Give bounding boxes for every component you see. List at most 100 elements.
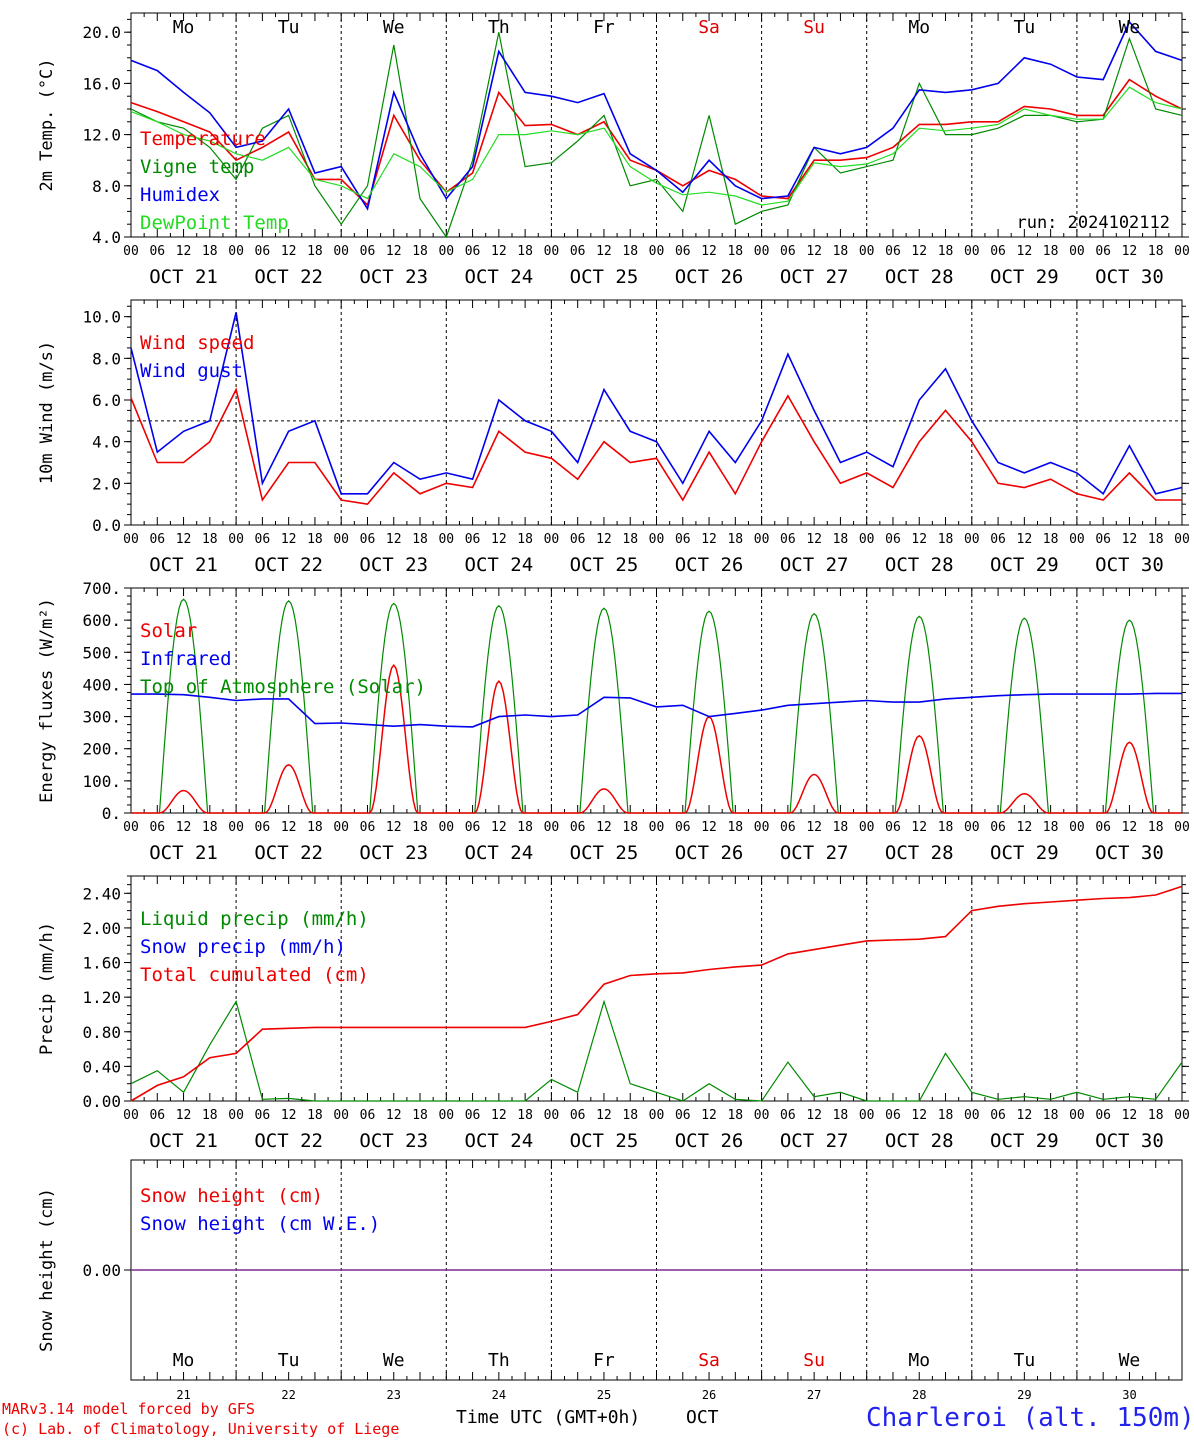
hour-tick-label: 18 <box>938 820 954 835</box>
hour-tick-label: 00 <box>544 244 560 259</box>
y-tick-label: 8.0 <box>92 177 121 196</box>
hour-tick-label: 18 <box>1148 1108 1164 1123</box>
hour-tick-label: 06 <box>885 1108 901 1123</box>
date-label: OCT 24 <box>465 1130 534 1152</box>
hour-tick-label: 00 <box>754 820 770 835</box>
hour-tick-label: 06 <box>675 532 691 547</box>
series-line-2 <box>130 32 1183 239</box>
hour-tick-label: 12 <box>806 244 822 259</box>
legend-entry: Total cumulated (cm) <box>140 964 369 986</box>
y-tick-label: 700. <box>82 579 121 598</box>
y-tick-label: 2.0 <box>92 474 121 493</box>
hour-tick-label: 00 <box>544 532 560 547</box>
hour-tick-label: 00 <box>754 532 770 547</box>
y-axis-label: Snow height (cm) <box>37 1188 57 1352</box>
hour-tick-label: 18 <box>1148 532 1164 547</box>
date-label: OCT 27 <box>780 842 849 864</box>
day-name: Su <box>803 17 825 38</box>
hour-tick-label: 00 <box>1069 244 1085 259</box>
date-label: OCT 28 <box>885 554 954 576</box>
hour-tick-label: 00 <box>859 820 875 835</box>
date-label: OCT 22 <box>254 842 323 864</box>
hour-tick-label: 18 <box>622 532 638 547</box>
date-label: OCT 23 <box>359 554 428 576</box>
hour-tick-label: 00 <box>228 820 244 835</box>
hour-tick-label: 06 <box>990 820 1006 835</box>
date-label: OCT 22 <box>254 554 323 576</box>
hour-tick-label: 06 <box>255 244 271 259</box>
day-name: Th <box>488 17 510 38</box>
hour-tick-label: 06 <box>885 532 901 547</box>
hour-tick-label: 06 <box>990 1108 1006 1123</box>
date-label: OCT 23 <box>359 266 428 288</box>
hour-tick-label: 12 <box>701 1108 717 1123</box>
y-axis-label: Precip (mm/h) <box>37 922 57 1055</box>
hour-tick-label: 00 <box>123 244 139 259</box>
date-label: OCT 22 <box>254 1130 323 1152</box>
hour-tick-label: 12 <box>491 820 507 835</box>
hour-tick-label: 18 <box>412 820 428 835</box>
hour-tick-label: 12 <box>911 532 927 547</box>
hour-tick-label: 00 <box>859 532 875 547</box>
hour-tick-label: 18 <box>1148 244 1164 259</box>
hour-tick-label: 06 <box>255 1108 271 1123</box>
day-name: Mo <box>908 1350 930 1371</box>
hour-tick-label: 06 <box>780 244 796 259</box>
date-label: OCT 27 <box>780 554 849 576</box>
date-label: OCT 26 <box>675 1130 744 1152</box>
hour-tick-label: 00 <box>544 1108 560 1123</box>
hour-tick-label: 00 <box>1069 820 1085 835</box>
hour-tick-label: 18 <box>833 820 849 835</box>
day-name: Fr <box>593 1350 615 1371</box>
y-tick-label: 2.40 <box>82 884 121 903</box>
hour-tick-label: 06 <box>1095 244 1111 259</box>
y-axis-label: Energy fluxes (W/m²) <box>37 598 57 803</box>
y-tick-label: 6.0 <box>92 391 121 410</box>
hour-tick-label: 06 <box>149 1108 165 1123</box>
series-line-4 <box>130 86 1183 206</box>
hour-tick-label: 00 <box>649 244 665 259</box>
day-number: 24 <box>492 1388 506 1402</box>
hour-tick-label: 00 <box>1174 532 1190 547</box>
day-number: 28 <box>912 1388 926 1402</box>
hour-tick-label: 00 <box>1174 1108 1190 1123</box>
hour-tick-label: 00 <box>1069 1108 1085 1123</box>
hour-tick-label: 12 <box>596 244 612 259</box>
hour-tick-label: 12 <box>701 244 717 259</box>
hour-tick-label: 18 <box>938 532 954 547</box>
hour-tick-label: 12 <box>281 244 297 259</box>
hour-tick-label: 12 <box>1017 820 1033 835</box>
hour-tick-label: 12 <box>911 820 927 835</box>
run-annotation: run: 2024102112 <box>1016 213 1170 233</box>
hour-tick-label: 06 <box>990 532 1006 547</box>
hour-tick-label: 18 <box>412 532 428 547</box>
day-number: 26 <box>702 1388 716 1402</box>
hour-tick-label: 18 <box>202 532 218 547</box>
y-axis-label: 10m Wind (m/s) <box>37 341 57 484</box>
date-label: OCT 23 <box>359 842 428 864</box>
hour-tick-label: 00 <box>333 532 349 547</box>
panel-5: 0.00 Snow height (cm) Snow height (cm) Snow… <box>37 1159 1189 1402</box>
hour-tick-label: 00 <box>123 532 139 547</box>
hour-tick-label: 12 <box>1017 532 1033 547</box>
hour-tick-label: 18 <box>833 244 849 259</box>
day-number: 30 <box>1122 1388 1136 1402</box>
y-tick-label: 12.0 <box>82 126 121 145</box>
day-name: Mo <box>173 17 195 38</box>
hour-tick-label: 18 <box>622 820 638 835</box>
y-tick-label: 0.00 <box>82 1261 121 1280</box>
hour-tick-label: 06 <box>465 1108 481 1123</box>
day-name: Su <box>803 1350 825 1371</box>
date-label: OCT 22 <box>254 266 323 288</box>
hour-tick-label: 18 <box>307 532 323 547</box>
hour-tick-label: 06 <box>255 820 271 835</box>
y-axis-label: 2m Temp. (°C) <box>37 58 57 191</box>
hour-tick-label: 00 <box>1069 532 1085 547</box>
hour-tick-label: 06 <box>675 244 691 259</box>
hour-tick-label: 06 <box>885 244 901 259</box>
hour-tick-label: 18 <box>412 244 428 259</box>
y-tick-label: 0.80 <box>82 1023 121 1042</box>
hour-tick-label: 00 <box>964 820 980 835</box>
hour-tick-label: 12 <box>281 820 297 835</box>
date-label: OCT 25 <box>570 554 639 576</box>
